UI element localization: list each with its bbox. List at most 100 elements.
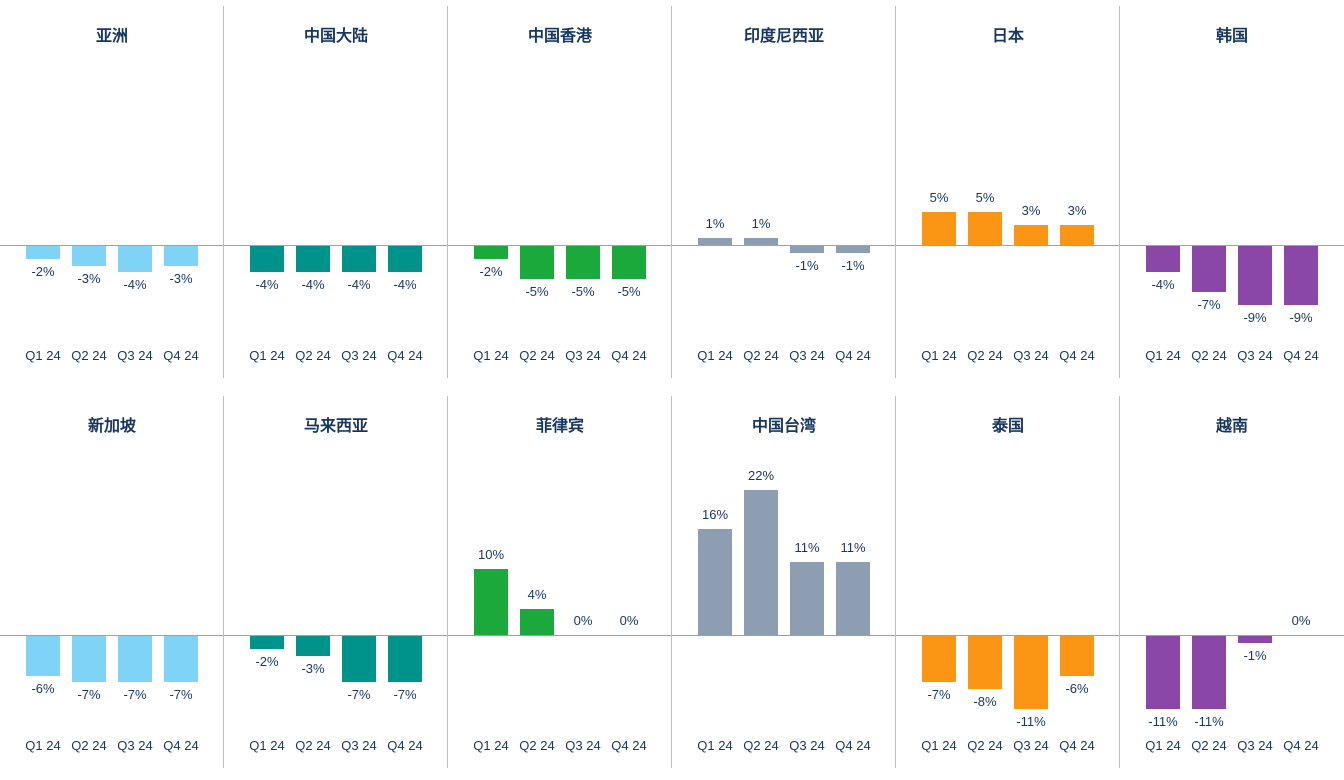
bar-value-label: -4% [347,277,371,293]
x-axis-label: Q4 24 [611,348,647,363]
bar-Q1-24 [922,212,956,245]
bar-Q1-24 [698,529,732,635]
bar-value-label: -9% [1243,310,1267,326]
bar-value-label: -4% [123,277,147,293]
chart-title: 印度尼西亚 [743,28,824,45]
zero-axis-line [1120,245,1344,246]
chart-title: 泰国 [991,418,1024,435]
x-axis-label: Q1 24 [697,348,733,363]
zero-axis-line [448,635,672,636]
x-axis-label: Q3 24 [341,348,377,363]
bar-Q3-24 [1014,636,1048,709]
x-axis-label: Q1 24 [249,738,285,753]
bar-value-label: -4% [255,277,279,293]
x-axis-label: Q1 24 [473,738,509,753]
bar-value-label: 0% [1291,613,1311,628]
bar-value-label: 1% [705,216,725,232]
bar-Q3-24 [1238,246,1272,306]
bar-Q3-24 [342,636,376,683]
chart-panel-1: 亚洲 -2% Q1 24 -3% Q2 24 -4% Q3 24 -3% Q4 24 [0,0,224,390]
bar-Q2-24 [72,246,106,266]
x-axis-label: Q4 24 [1283,738,1319,753]
chart-title: 中国香港 [527,28,592,45]
bar-Q2-24 [72,636,106,683]
bar-Q2-24 [968,212,1002,245]
x-axis-label: Q4 24 [1283,348,1319,363]
x-axis-label: Q1 24 [25,738,61,753]
x-axis-label: Q1 24 [25,348,61,363]
bar-value-label: 10% [477,547,505,562]
bar-value-label: -7% [77,687,101,703]
x-axis-label: Q4 24 [163,348,199,363]
x-axis-label: Q4 24 [163,738,199,753]
bar-Q4-24 [836,246,870,253]
bar-value-label: -5% [525,284,549,299]
x-axis-label: Q1 24 [921,738,957,753]
chart-panel-3: 中国香港 -2% Q1 24 -5% Q2 24 -5% Q3 24 -5% Q4 24 [448,0,672,390]
bar-value-label: -2% [255,654,279,670]
chart-title: 亚洲 [95,28,128,45]
x-axis-label: Q3 24 [565,348,601,363]
bar-value-label: -7% [123,687,147,703]
x-axis-label: Q1 24 [1145,738,1181,753]
bar-value-label: 3% [1067,203,1087,219]
chart-panel-11: 泰国 -7% Q1 24 -8% Q2 24 -11% Q3 24 -6% Q4 24 [896,390,1120,780]
bar-Q3-24 [118,246,152,273]
bar-Q3-24 [566,246,600,279]
chart-panel-10: 中国台湾 16% Q1 24 22% Q2 24 11% Q3 24 11% Q4 24 [672,390,896,780]
bar-value-label: 1% [751,216,771,232]
x-axis-label: Q3 24 [1013,348,1049,363]
bar-value-label: 3% [1021,203,1041,219]
chart-title: 中国大陆 [303,28,368,45]
x-axis-label: Q1 24 [697,738,733,753]
bar-Q2-24 [520,608,554,635]
bar-Q1-24 [474,569,508,635]
bar-value-label: -8% [973,693,997,709]
bar-value-label: -4% [393,277,417,293]
bar-value-label: 5% [929,190,949,205]
bar-Q4-24 [164,636,198,683]
chart-panel-2: 中国大陆 -4% Q1 24 -4% Q2 24 -4% Q3 24 -4% Q4 24 [224,0,448,390]
bar-Q1-24 [698,238,732,245]
x-axis-label: Q2 24 [743,348,779,363]
bar-Q1-24 [474,246,508,260]
bar-Q1-24 [1146,246,1180,273]
zero-axis-line [224,245,448,246]
bar-value-label: 0% [619,613,639,628]
bar-value-label: -6% [1065,680,1089,696]
bar-Q3-24 [342,246,376,273]
bar-value-label: 22% [747,467,775,483]
bar-value-label: -1% [795,257,819,273]
bar-Q2-24 [1192,246,1226,293]
bar-value-label: -1% [841,257,865,273]
x-axis-label: Q4 24 [835,738,871,753]
bar-Q2-24 [968,636,1002,689]
bar-value-label: -7% [169,687,193,703]
bar-Q4-24 [388,246,422,273]
bar-value-label: -3% [301,660,325,676]
bar-value-label: 11% [794,540,820,556]
chart-panel-4: 印度尼西亚 1% Q1 24 1% Q2 24 -1% Q3 24 -1% Q4 24 [672,0,896,390]
x-axis-label: Q1 24 [249,348,285,363]
bar-value-label: -4% [301,277,325,293]
bar-value-label: -11% [1148,713,1178,729]
x-axis-label: Q2 24 [295,738,331,753]
chart-panel-5: 日本 5% Q1 24 5% Q2 24 3% Q3 24 3% Q4 24 [896,0,1120,390]
bar-value-label: -5% [571,284,595,299]
chart-title: 马来西亚 [303,418,368,435]
bar-Q1-24 [250,246,284,273]
x-axis-label: Q2 24 [519,348,555,363]
zero-axis-line [672,245,896,246]
bar-value-label: 4% [527,586,547,602]
bar-value-label: -3% [169,270,193,286]
x-axis-label: Q2 24 [1191,348,1227,363]
x-axis-label: Q1 24 [473,348,509,363]
x-axis-label: Q2 24 [71,348,107,363]
zero-axis-line [672,635,896,636]
x-axis-label: Q3 24 [789,348,825,363]
chart-title: 韩国 [1215,28,1248,45]
x-axis-label: Q4 24 [835,348,871,363]
bar-Q2-24 [744,238,778,245]
